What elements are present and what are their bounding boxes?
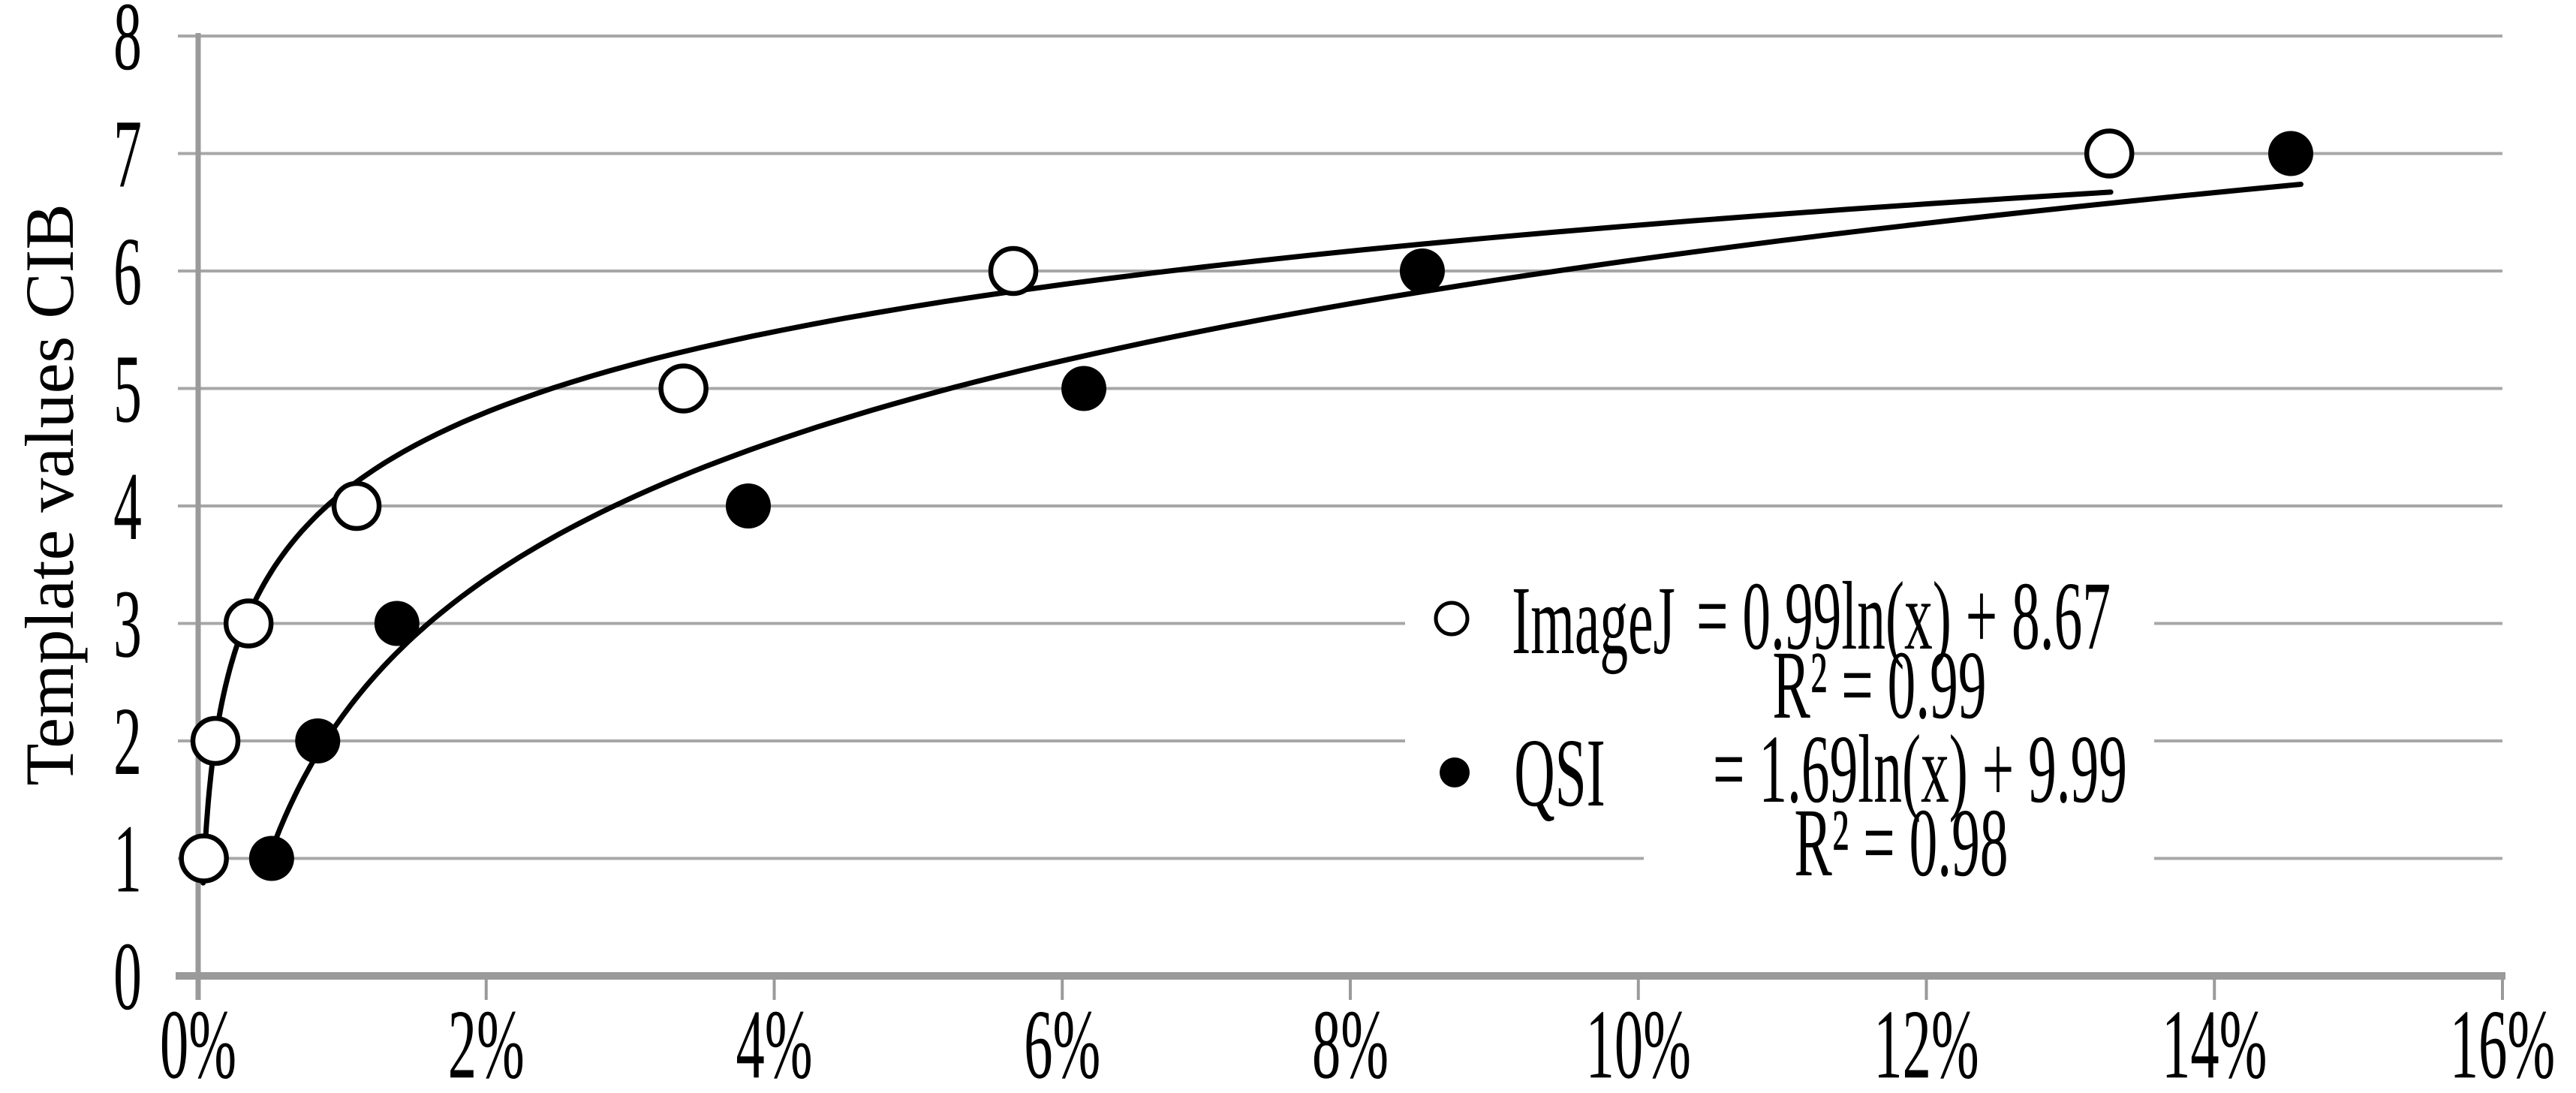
legend-equation-qsi: = 1.69ln(x) + 9.99 <box>1713 715 2127 823</box>
y-tick-label: 2 <box>113 687 142 795</box>
y-axis-title: Template values CIB <box>11 203 88 785</box>
data-point-imagej <box>331 480 382 531</box>
legend-series-label-qsi: QSI <box>1514 718 1605 827</box>
x-tick-label: 2% <box>448 990 525 1093</box>
data-point-qsi <box>295 718 341 763</box>
data-point-imagej <box>190 715 241 766</box>
legend-background <box>1405 661 2154 809</box>
x-tick-label: 8% <box>1312 990 1389 1093</box>
y-tick-label: 4 <box>113 452 142 560</box>
data-point-qsi <box>1061 366 1107 411</box>
legend-marker-open-circle-icon <box>1434 601 1470 637</box>
legend-background <box>1644 809 2154 886</box>
y-tick-label: 7 <box>113 99 142 207</box>
legend: ImageJ = 0.99ln(x) + 8.67 R² = 0.99 QSI … <box>1405 562 2154 896</box>
data-point-qsi <box>2268 131 2313 176</box>
data-point-qsi <box>374 601 420 646</box>
data-point-imagej <box>988 245 1039 297</box>
x-tick-label: 0% <box>160 990 236 1093</box>
legend-r2-qsi: R² = 0.98 <box>1794 788 2008 896</box>
legend-r2-imagej: R² = 0.99 <box>1772 631 1986 739</box>
y-tick-label: 1 <box>113 804 142 912</box>
data-point-qsi <box>725 483 771 528</box>
y-tick-label: 0 <box>113 922 142 1030</box>
x-tick-label: 12% <box>1873 990 1979 1093</box>
x-tick-label: 4% <box>736 990 812 1093</box>
x-tick-label: 6% <box>1024 990 1100 1093</box>
x-tick-label: 14% <box>2162 990 2267 1093</box>
data-point-imagej <box>223 598 274 649</box>
legend-series-label-imagej: ImageJ <box>1512 566 1675 674</box>
data-point-imagej <box>658 363 709 414</box>
data-point-qsi <box>1399 248 1445 294</box>
data-point-imagej <box>2084 128 2135 179</box>
data-point-imagej <box>179 833 229 884</box>
y-tick-label: 3 <box>113 569 142 677</box>
legend-background <box>1405 572 2154 661</box>
x-tick-label: 16% <box>2450 990 2555 1093</box>
y-tick-label: 5 <box>113 334 142 442</box>
trendline-imagej <box>200 189 2114 886</box>
legend-equation-imagej: = 0.99ln(x) + 8.67 <box>1696 562 2111 670</box>
y-tick-label: 8 <box>113 0 142 90</box>
x-tick-label: 10% <box>1586 990 1691 1093</box>
data-point-qsi <box>248 836 294 881</box>
y-tick-label: 6 <box>113 217 142 325</box>
legend-marker-filled-circle-icon <box>1440 757 1470 787</box>
